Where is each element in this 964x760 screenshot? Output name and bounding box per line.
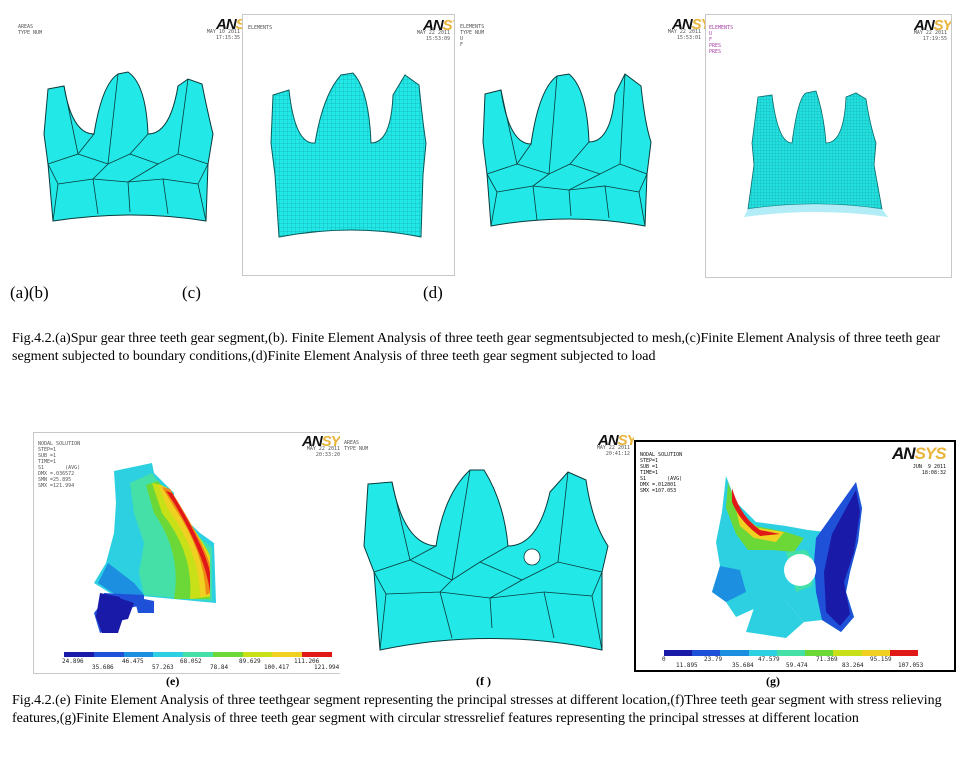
legend-value: 23.79 <box>704 656 723 663</box>
label-d: (d) <box>423 283 443 302</box>
legend-value: 78.84 <box>210 664 229 671</box>
gear-segment-b-mesh <box>270 72 427 238</box>
legend-value: 71.369 <box>816 656 838 663</box>
legend-value: 111.206 <box>294 658 320 665</box>
panel-a-date: MAY 10 2011 17:15:35 <box>206 29 240 41</box>
gear-segment-c-boundary <box>482 73 652 227</box>
panel-c-date: MAY 22 2011 15:53:01 <box>667 29 701 41</box>
ansys-logo: ANSYS <box>892 444 947 463</box>
legend-value: 47.579 <box>758 656 780 663</box>
legend-value: 121.994 <box>314 664 340 671</box>
gear-segment-d-load <box>744 90 888 217</box>
gear-segment-a <box>43 71 214 222</box>
panel-d-date: MAY 22 2011 17:19:55 <box>913 30 947 42</box>
panel-e-header: NODAL SOLUTION STEP=1 SUB =1 TIME=1 S1 (… <box>38 441 81 489</box>
panel-g: NODAL SOLUTION STEP=1 SUB =1 TIME=1 S1 (… <box>634 440 956 672</box>
legend-value: 68.052 <box>180 658 202 665</box>
panel-c: ELEMENTS TYPE NUM U F ANSYS MAY 22 2011 … <box>455 14 705 276</box>
panel-d-header: ELEMENTS U F PRES PRES <box>709 25 734 55</box>
panel-e-date: MAY 22 2011 20:33:20 <box>306 446 340 458</box>
legend-bar-g <box>664 650 918 656</box>
legend-value: 100.417 <box>264 664 290 671</box>
legend-value: 83.264 <box>842 662 864 669</box>
label-ab: (a)(b) <box>10 283 49 302</box>
panel-e: NODAL SOLUTION STEP=1 SUB =1 TIME=1 S1 (… <box>33 432 345 674</box>
panel-a: AREAS TYPE NUM ANSYS MAY 10 2011 17:15:3… <box>8 14 244 276</box>
legend-value: 11.895 <box>676 662 698 669</box>
panel-f-header: AREAS TYPE NUM <box>344 440 369 452</box>
legend-bar-e <box>64 652 333 657</box>
panel-f: AREAS TYPE NUM ANSYS MAY 22 2011 20:41:1… <box>340 432 634 674</box>
panel-c-header: ELEMENTS TYPE NUM U F <box>460 24 485 48</box>
stress-contour-e <box>94 463 216 633</box>
panel-d: ELEMENTS U F PRES PRES ANSYS MAY 22 2011… <box>705 14 952 278</box>
panel-b-header: ELEMENTS <box>248 25 273 31</box>
ansys-logo: ANSYS <box>423 17 454 34</box>
panel-b: ELEMENTS ANSYS MAY 22 2011 15:53:09 <box>242 14 455 276</box>
figure-bottom-caption: Fig.4.2.(e) Finite Element Analysis of t… <box>12 693 942 726</box>
panel-g-date: JUN 9 2011 18:08:32 <box>912 464 946 476</box>
label-f: (f ) <box>476 674 491 688</box>
ansys-logo: ANSYS <box>672 16 705 33</box>
label-c: (c) <box>182 283 201 302</box>
legend-value: 35.686 <box>92 664 114 671</box>
legend-value: 24.896 <box>62 658 84 665</box>
legend-value: 95.159 <box>870 656 892 663</box>
panel-b-date: MAY 22 2011 15:53:09 <box>416 30 450 42</box>
legend-value: 46.475 <box>122 658 144 665</box>
label-g: (g) <box>766 674 780 688</box>
legend-value: 107.053 <box>898 662 924 669</box>
panel-f-date: MAY 22 2011 20:41:12 <box>596 445 630 457</box>
legend-value: 59.474 <box>786 662 808 669</box>
figure-top-caption: Fig.4.2.(a)Spur gear three teeth gear se… <box>12 331 940 364</box>
legend-value: 57.263 <box>152 664 174 671</box>
ansys-logo: ANSYS <box>914 17 952 34</box>
ansys-logo: ANSYS <box>598 432 634 449</box>
ansys-logo: ANSYS <box>216 16 244 33</box>
panel-a-header: AREAS TYPE NUM <box>18 24 43 36</box>
ansys-logo: ANSYS <box>302 433 344 450</box>
panel-g-header: NODAL SOLUTION STEP=1 SUB =1 TIME=1 S1 (… <box>640 452 683 494</box>
stress-contour-g <box>712 476 862 638</box>
legend-value: 0 <box>662 656 666 663</box>
gear-segment-f-relief <box>363 469 609 651</box>
legend-value: 89.629 <box>239 658 261 665</box>
legend-value: 35.684 <box>732 662 754 669</box>
label-e: (e) <box>166 674 180 688</box>
